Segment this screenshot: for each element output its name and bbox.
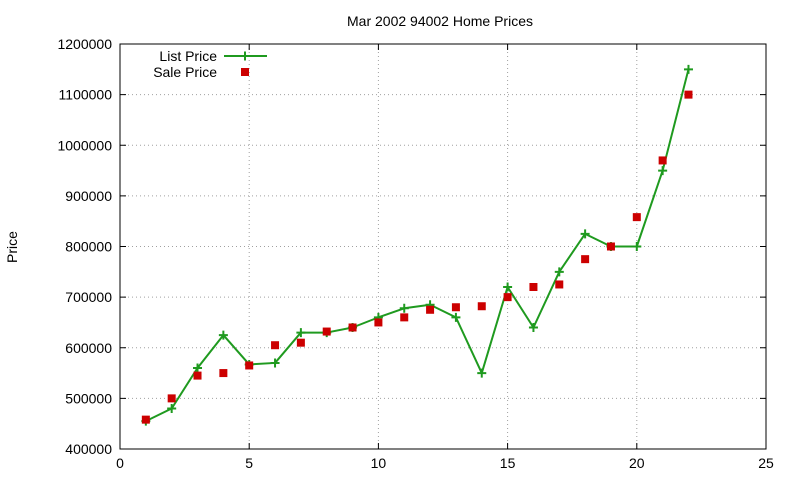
series-layer xyxy=(141,64,693,426)
sale-price-point xyxy=(193,371,202,380)
y-tick-label: 1200000 xyxy=(57,36,112,52)
x-tick-label: 25 xyxy=(758,455,774,471)
sale-price-point xyxy=(581,255,590,264)
sale-price-point xyxy=(400,313,409,322)
list-price-point xyxy=(580,229,590,239)
list-price-point xyxy=(296,328,306,338)
sale-price-point xyxy=(658,156,667,165)
list-price-point xyxy=(270,358,280,368)
list-price-point xyxy=(658,166,668,176)
x-tick-label: 15 xyxy=(500,455,516,471)
y-tick-label: 700000 xyxy=(65,289,112,305)
sale-price-point xyxy=(271,341,280,350)
sale-price-point xyxy=(606,242,615,251)
list-price-point xyxy=(477,368,487,378)
sale-price-point xyxy=(632,213,641,222)
sale-price-point xyxy=(451,303,460,312)
chart-title: Mar 2002 94002 Home Prices xyxy=(347,13,533,29)
sale-price-point xyxy=(296,338,305,347)
sale-price-point xyxy=(555,280,564,289)
y-tick-label: 1100000 xyxy=(59,87,113,103)
sale-price-point xyxy=(322,327,331,336)
sale-price-point xyxy=(167,394,176,403)
legend-swatch-marker-list-price xyxy=(240,51,250,61)
list-price-point xyxy=(167,404,177,413)
x-tick-label: 20 xyxy=(629,455,645,471)
legend-label-sale-price: Sale Price xyxy=(153,64,217,80)
sale-price-point xyxy=(141,415,150,424)
list-price-line xyxy=(145,69,690,423)
sale-price-point xyxy=(374,318,383,327)
list-price-point xyxy=(683,64,693,74)
y-axis-label: Price xyxy=(4,231,20,263)
legend-label-list-price: List Price xyxy=(159,48,217,64)
sale-price-point xyxy=(503,293,512,302)
list-price-point xyxy=(193,363,203,373)
y-tick-label: 600000 xyxy=(65,340,112,356)
y-tick-label: 900000 xyxy=(65,188,112,204)
sale-price-point xyxy=(219,369,228,378)
x-tick-label: 0 xyxy=(116,455,124,471)
series-sale-price xyxy=(141,90,693,424)
list-price-point xyxy=(451,312,461,322)
x-tick-label: 10 xyxy=(371,455,387,471)
y-tick-label: 800000 xyxy=(65,239,112,255)
sale-price-point xyxy=(529,283,538,291)
list-price-point xyxy=(218,330,228,340)
sale-price-point xyxy=(477,302,486,311)
list-price-point xyxy=(554,267,564,277)
y-tick-label: 1000000 xyxy=(57,137,112,153)
list-price-point xyxy=(632,242,642,251)
sale-price-point xyxy=(348,323,357,332)
y-tick-label: 500000 xyxy=(65,390,112,406)
list-price-point xyxy=(399,303,409,313)
list-price-point xyxy=(528,323,538,332)
axis-ticks: 0 5 10 15 20 25 400000 500000 600000 700000 800000… xyxy=(57,36,774,471)
sale-price-point xyxy=(245,361,254,370)
sale-price-point xyxy=(684,90,693,99)
list-price-point xyxy=(503,282,513,292)
x-tick-label: 5 xyxy=(245,455,253,471)
sale-price-point xyxy=(426,305,435,314)
y-tick-label: 400000 xyxy=(65,441,112,457)
legend-swatch-marker-sale-price xyxy=(241,68,249,76)
